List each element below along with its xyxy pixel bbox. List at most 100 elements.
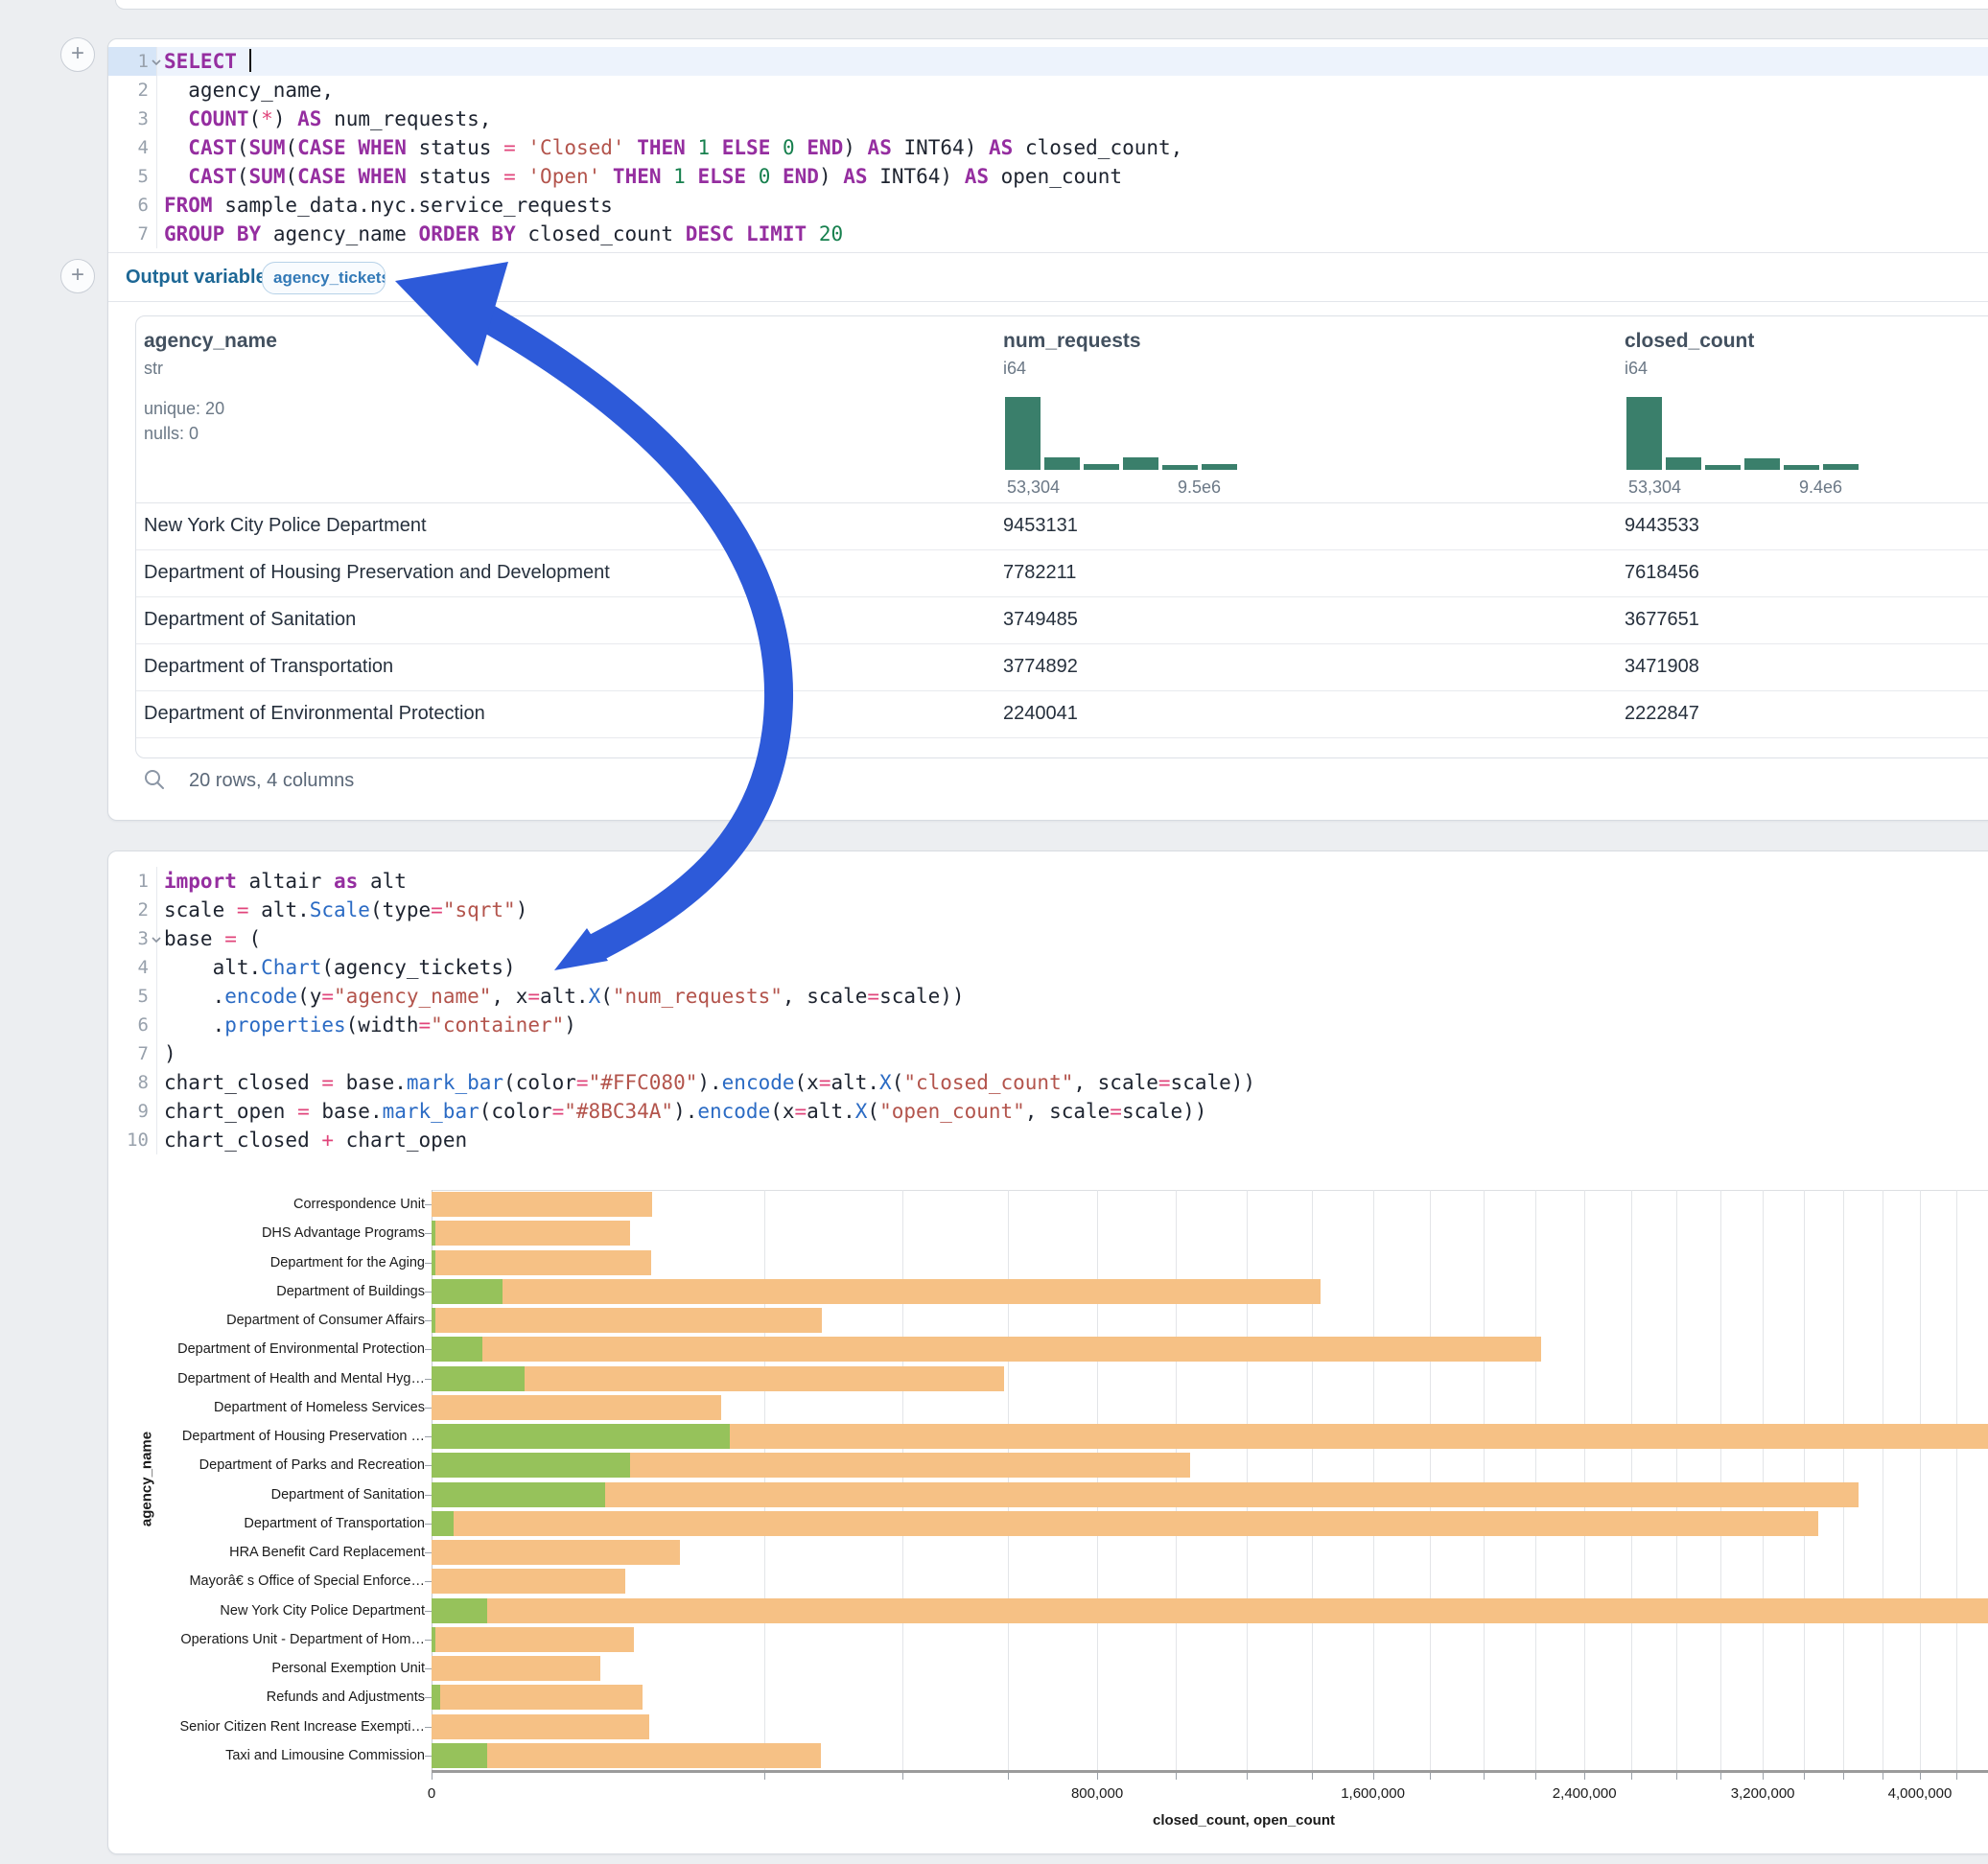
code-token: ORDER <box>418 222 479 245</box>
sql-code-editor[interactable]: 1 SELECT 2 agency_name, 3 COUNT(*) AS num_… <box>108 47 1988 248</box>
bar-closed-count[interactable] <box>432 1308 823 1333</box>
y-axis-tick <box>425 1697 432 1699</box>
code-token: alt. <box>807 1100 855 1123</box>
code-line[interactable]: 8 chart_closed = base.mark_bar(color="#FF… <box>108 1068 1988 1097</box>
gridline <box>1720 1190 1722 1770</box>
column-header-num-requests[interactable]: num_requests <box>1003 330 1141 352</box>
bar-closed-count[interactable] <box>432 1597 1988 1623</box>
code-token: ELSE <box>721 136 771 159</box>
code-line[interactable]: 7) <box>108 1039 1988 1068</box>
bar-open-count[interactable] <box>432 1510 454 1536</box>
bar-open-count[interactable] <box>432 1424 731 1449</box>
collapse-chevron-icon[interactable] <box>151 936 162 944</box>
gutter-separator <box>156 867 157 1154</box>
bar-open-count[interactable] <box>432 1685 440 1711</box>
bar-open-count[interactable] <box>432 1365 525 1391</box>
code-token: WHEN <box>358 136 407 159</box>
column-stat-unique: unique: 20 <box>144 399 225 418</box>
bar-closed-count[interactable] <box>432 1221 631 1247</box>
gridline <box>1763 1190 1765 1770</box>
gridline <box>1631 1190 1633 1770</box>
table-row[interactable]: Department of Sanitation 3749485 3677651 <box>136 596 1988 644</box>
histogram-closed-count[interactable] <box>1626 397 1866 470</box>
column-header-closed-count[interactable]: closed_count <box>1625 330 1755 352</box>
line-number: 2 <box>137 80 149 101</box>
y-axis-label: Operations Unit - Department of Hom… <box>180 1631 425 1647</box>
table-cell: Department of Environmental Protection <box>144 703 485 724</box>
column-header-agency-name[interactable]: agency_name <box>144 330 277 352</box>
code-token <box>224 222 237 245</box>
bar-open-count[interactable] <box>432 1221 436 1247</box>
code-line[interactable]: 2 agency_name, <box>108 76 1988 105</box>
code-token: ( <box>891 1071 904 1094</box>
table-cell: 3471908 <box>1625 656 1699 677</box>
bar-closed-count[interactable] <box>432 1685 643 1711</box>
bar-closed-count[interactable] <box>432 1278 1321 1304</box>
bar-open-count[interactable] <box>432 1453 631 1479</box>
bar-closed-count[interactable] <box>432 1510 1818 1536</box>
bar-open-count[interactable] <box>432 1278 503 1304</box>
code-token <box>746 165 759 188</box>
code-token: SUM <box>248 136 286 159</box>
bar-open-count[interactable] <box>432 1481 605 1507</box>
bar-closed-count[interactable] <box>432 1742 822 1768</box>
code-token: status <box>406 136 504 159</box>
y-axis-tick <box>425 1755 432 1757</box>
gridline <box>1176 1190 1177 1770</box>
code-token: "open_count" <box>879 1100 1025 1123</box>
table-row[interactable]: Department of Environmental Protection 22… <box>136 690 1988 738</box>
code-token <box>770 165 783 188</box>
bar-open-count[interactable] <box>432 1337 483 1363</box>
bar-closed-count[interactable] <box>432 1249 651 1275</box>
bar-closed-count[interactable] <box>432 1626 635 1652</box>
line-number: 4 <box>137 957 149 978</box>
code-token: 1 <box>673 165 686 188</box>
bar-open-count[interactable] <box>432 1597 488 1623</box>
bar-open-count[interactable] <box>432 1308 435 1333</box>
bar-closed-count[interactable] <box>432 1365 1005 1391</box>
add-cell-button-middle[interactable]: + <box>60 259 95 293</box>
code-line[interactable]: 7 GROUP BY agency_name ORDER BY closed_co… <box>108 220 1988 248</box>
bar-open-count[interactable] <box>432 1742 488 1768</box>
code-line[interactable]: 4 CAST(SUM(CASE WHEN status = 'Closed' T… <box>108 133 1988 162</box>
code-line[interactable]: 1 import altair as alt <box>108 867 1988 896</box>
bar-closed-count[interactable] <box>432 1713 649 1739</box>
table-row[interactable]: Department of Transportation 3774892 34719… <box>136 643 1988 691</box>
code-token: THEN <box>612 165 662 188</box>
code-line-text: .encode(y="agency_name", x=alt.X("num_re… <box>164 982 965 1011</box>
bar-closed-count[interactable] <box>432 1481 1859 1507</box>
gridline <box>901 1190 903 1770</box>
bar-open-count[interactable] <box>432 1626 435 1652</box>
table-row[interactable]: New York City Police Department 9453131 94… <box>136 502 1988 550</box>
code-line[interactable]: 1 SELECT <box>108 47 1988 76</box>
code-token: END <box>807 136 844 159</box>
code-line[interactable]: 6 FROM sample_data.nyc.service_requests <box>108 191 1988 220</box>
code-line[interactable]: 3 base = ( <box>108 924 1988 953</box>
code-token: = <box>575 1071 589 1094</box>
histogram-num-requests[interactable] <box>1005 397 1245 470</box>
bar-closed-count[interactable] <box>432 1540 681 1565</box>
code-token: BY <box>236 222 262 245</box>
collapse-chevron-icon[interactable] <box>151 58 162 66</box>
add-cell-button-top[interactable]: + <box>60 37 95 72</box>
table-cell: New York City Police Department <box>144 515 427 536</box>
bar-closed-count[interactable] <box>432 1337 1541 1363</box>
bar-closed-count[interactable] <box>432 1569 626 1595</box>
code-line[interactable]: 3 COUNT(*) AS num_requests, <box>108 105 1988 133</box>
bar-closed-count[interactable] <box>432 1656 601 1681</box>
code-line[interactable]: 5 CAST(SUM(CASE WHEN status = 'Open' THE… <box>108 162 1988 191</box>
search-icon[interactable] <box>143 768 166 791</box>
bar-closed-count[interactable] <box>432 1192 653 1217</box>
table-row[interactable]: Department of Housing Preservation and D… <box>136 549 1988 597</box>
gridline <box>1247 1190 1249 1770</box>
code-line[interactable]: 5 .encode(y="agency_name", x=alt.X("num_… <box>108 982 1988 1011</box>
bar-closed-count[interactable] <box>432 1394 722 1420</box>
output-variable-pill[interactable]: agency_tickets <box>262 262 386 294</box>
code-line[interactable]: 9 chart_open = base.mark_bar(color="#8BC3… <box>108 1097 1988 1126</box>
x-axis-tick <box>764 1773 766 1780</box>
code-line[interactable]: 6 .properties(width="container") <box>108 1011 1988 1039</box>
y-axis-label: Senior Citizen Rent Increase Exempti… <box>179 1718 425 1735</box>
code-line[interactable]: 10 chart_closed + chart_open <box>108 1126 1988 1154</box>
bar-open-count[interactable] <box>432 1249 436 1275</box>
table-cell: 7618456 <box>1625 562 1699 583</box>
